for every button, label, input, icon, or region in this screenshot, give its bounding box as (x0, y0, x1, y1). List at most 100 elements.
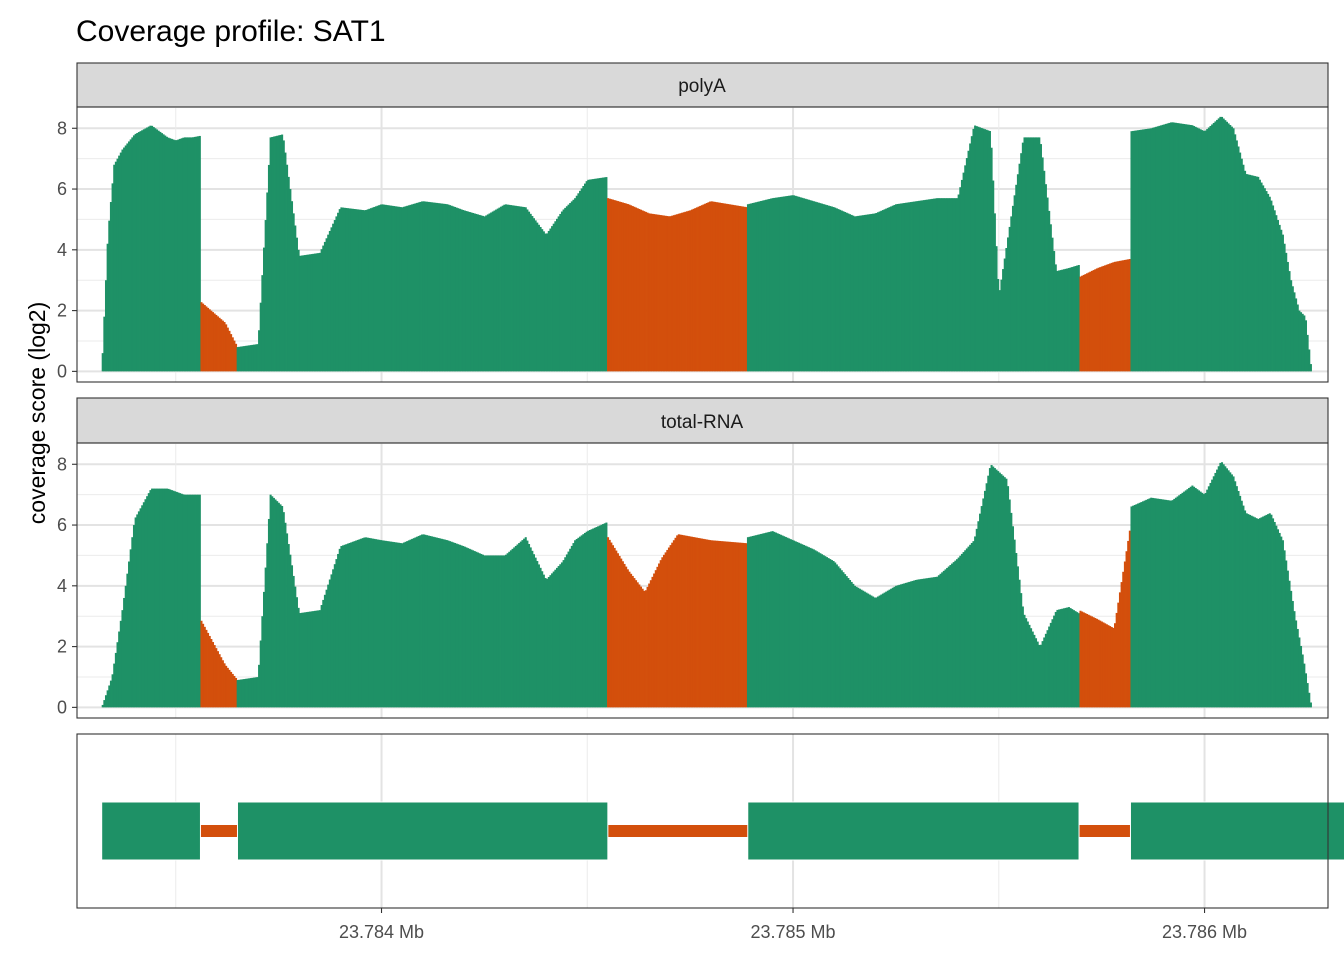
coverage-bar (1304, 673, 1308, 708)
coverage-bar (707, 202, 710, 372)
coverage-bar (761, 533, 764, 708)
coverage-bar (588, 179, 591, 372)
coverage-bar (570, 201, 573, 372)
coverage-bar (353, 208, 356, 372)
coverage-bar (460, 209, 463, 372)
coverage-bar (295, 597, 298, 708)
coverage-bar (104, 695, 108, 708)
coverage-bar (745, 207, 748, 372)
coverage-bar (1110, 262, 1113, 372)
coverage-bar (955, 198, 959, 372)
coverage-bar (1217, 466, 1220, 708)
coverage-bar (964, 550, 967, 708)
coverage-bar (974, 125, 977, 372)
coverage-bar (623, 563, 626, 708)
coverage-bar (475, 213, 478, 372)
coverage-bar (514, 205, 517, 372)
coverage-bar (294, 586, 297, 708)
coverage-bar (1306, 334, 1309, 372)
coverage-bar (1051, 237, 1054, 372)
coverage-bar (417, 535, 420, 708)
coverage-bar (1072, 610, 1075, 708)
coverage-bar (279, 504, 282, 708)
coverage-bar (340, 546, 343, 708)
coverage-bar (946, 567, 949, 708)
coverage-bar (597, 526, 600, 708)
coverage-bar (1193, 486, 1196, 708)
coverage-bar (895, 204, 898, 372)
coverage-bar (1239, 495, 1242, 708)
coverage-bar (233, 675, 236, 708)
coverage-bar (881, 593, 884, 708)
coverage-bar (760, 533, 763, 708)
coverage-bar (944, 198, 947, 372)
coverage-bar (1120, 582, 1123, 708)
coverage-bar (183, 494, 187, 708)
coverage-bar (620, 558, 623, 708)
coverage-bar (845, 576, 848, 708)
coverage-bar (1067, 268, 1070, 372)
coverage-bar (1079, 610, 1082, 708)
coverage-bar (1244, 170, 1247, 372)
coverage-bar (1168, 500, 1171, 708)
coverage-bar (391, 205, 394, 372)
coverage-bar (361, 538, 364, 708)
coverage-bar (402, 206, 405, 372)
coverage-bar (1229, 472, 1232, 708)
coverage-bar (837, 209, 840, 372)
coverage-bar (605, 177, 608, 372)
coverage-bar (531, 216, 534, 372)
coverage-bar (667, 547, 670, 708)
coverage-bar (1270, 514, 1273, 708)
coverage-bar (750, 203, 753, 372)
coverage-bar (913, 201, 916, 372)
coverage-bar (593, 527, 596, 708)
coverage-bar (1059, 609, 1062, 708)
exon-box (1129, 801, 1344, 861)
coverage-bar (659, 215, 662, 372)
coverage-bar (337, 553, 340, 708)
coverage-bar (1196, 127, 1199, 372)
coverage-bar (360, 209, 363, 372)
coverage-bar (1092, 617, 1095, 708)
coverage-bar (936, 576, 939, 708)
coverage-bar (248, 678, 251, 708)
coverage-bar (689, 210, 692, 372)
coverage-bar (1010, 512, 1013, 708)
coverage-bar (755, 202, 758, 372)
coverage-bar (1258, 518, 1261, 708)
coverage-bar (779, 196, 782, 372)
exon-box (747, 801, 1080, 861)
coverage-bar (1211, 124, 1214, 372)
coverage-bar (274, 136, 277, 372)
coverage-bar (890, 588, 893, 708)
coverage-bar (888, 589, 891, 708)
coverage-bar (218, 317, 221, 372)
coverage-bar (266, 543, 269, 708)
coverage-bar (134, 133, 137, 372)
coverage-bar (932, 198, 935, 372)
coverage-bar (215, 314, 218, 372)
coverage-bar (1141, 129, 1145, 372)
coverage-bar (174, 491, 177, 708)
coverage-bar (1267, 193, 1270, 372)
coverage-bar (965, 548, 968, 708)
coverage-bar (1081, 611, 1084, 708)
coverage-bar (169, 138, 172, 372)
coverage-bar (123, 597, 126, 708)
coverage-bar (842, 211, 845, 372)
coverage-bar (1202, 494, 1205, 708)
coverage-bar (804, 545, 807, 708)
coverage-bar (1298, 310, 1301, 372)
coverage-bar (1107, 264, 1110, 372)
coverage-bar (529, 547, 532, 708)
coverage-bar (271, 496, 274, 708)
coverage-bar (1000, 474, 1003, 708)
coverage-bar (170, 490, 173, 708)
coverage-bar (355, 209, 358, 372)
coverage-bar (1156, 498, 1159, 708)
coverage-bar (279, 134, 282, 372)
coverage-bar (1173, 122, 1176, 372)
coverage-bar (924, 578, 927, 708)
coverage-bar (228, 330, 231, 372)
